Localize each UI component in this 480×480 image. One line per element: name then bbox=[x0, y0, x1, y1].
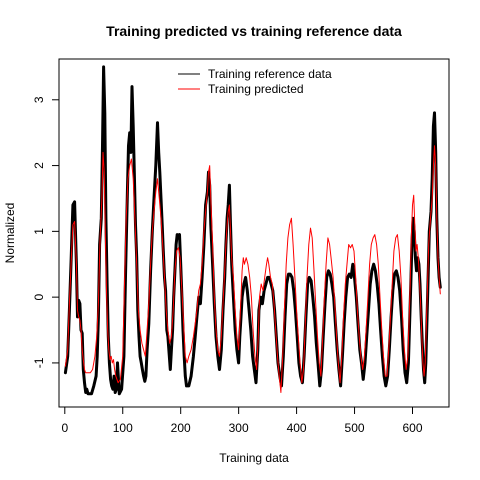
series-layer bbox=[63, 65, 442, 396]
series-line-0 bbox=[63, 65, 442, 396]
chart-title: Training predicted vs training reference… bbox=[106, 23, 402, 39]
x-axis: 0 100 200 300 400 500 600 bbox=[61, 407, 423, 435]
legend-entry-0: Training reference data bbox=[208, 67, 332, 81]
y-tick-label: -1 bbox=[32, 357, 46, 368]
x-tick-label: 300 bbox=[229, 421, 249, 435]
y-tick-label: 2 bbox=[32, 162, 46, 169]
legend-entry-1: Training predicted bbox=[208, 82, 304, 96]
series-line-1 bbox=[64, 145, 441, 393]
y-axis-label: Normalized bbox=[3, 203, 17, 264]
y-axis: -1 0 1 2 3 bbox=[32, 96, 59, 368]
x-tick-label: 500 bbox=[345, 421, 365, 435]
y-tick-label: 0 bbox=[32, 293, 46, 300]
x-tick-label: 100 bbox=[113, 421, 133, 435]
x-tick-label: 0 bbox=[61, 421, 68, 435]
x-axis-label: Training data bbox=[219, 451, 289, 465]
plot-frame bbox=[58, 58, 450, 408]
x-tick-label: 200 bbox=[171, 421, 191, 435]
y-tick-label: 3 bbox=[32, 96, 46, 103]
y-tick-label: 1 bbox=[32, 228, 46, 235]
x-tick-label: 400 bbox=[287, 421, 307, 435]
legend-box bbox=[168, 63, 338, 101]
x-tick-label: 600 bbox=[402, 421, 422, 435]
